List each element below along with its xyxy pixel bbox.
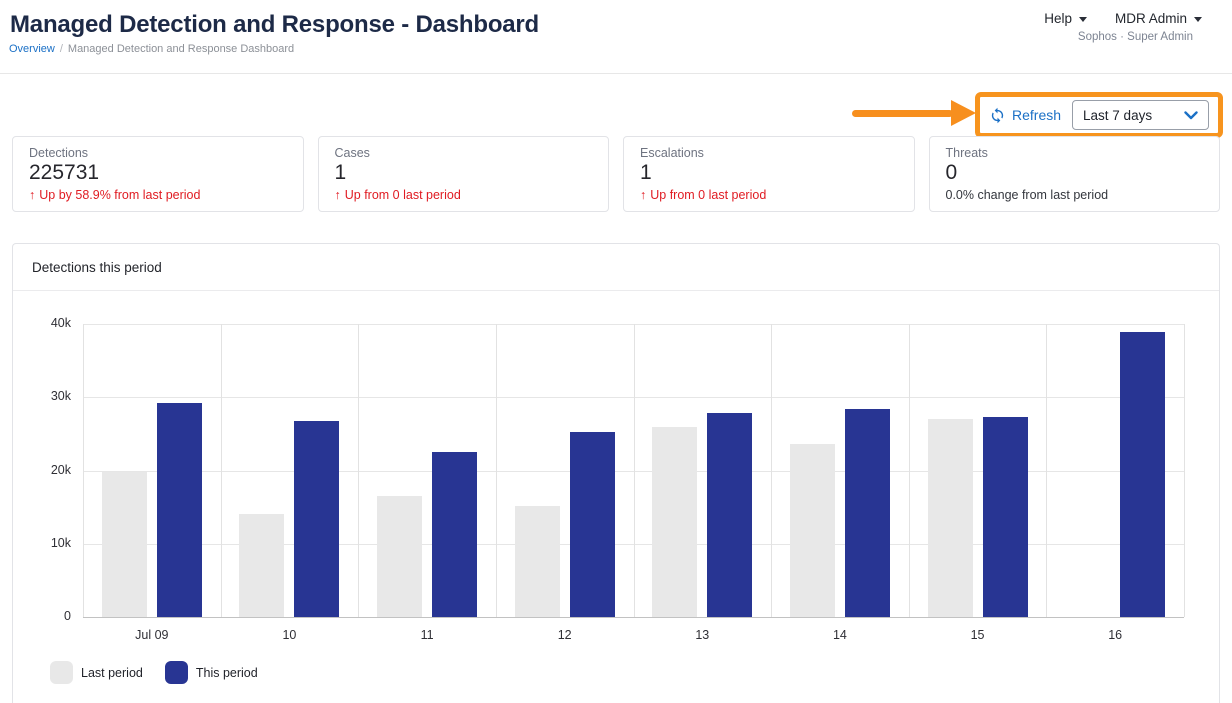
- up-arrow-icon: ↑: [334, 188, 341, 203]
- help-menu-label: Help: [1044, 11, 1072, 26]
- refresh-button-label: Refresh: [1012, 107, 1062, 123]
- stat-card-label: Escalations: [640, 146, 704, 160]
- page-title: Managed Detection and Response - Dashboa…: [10, 11, 540, 38]
- account-menu[interactable]: MDR Admin: [1115, 11, 1202, 26]
- x-axis-tick-label: 12: [557, 628, 572, 642]
- bar-last-period: [377, 496, 423, 617]
- bar-this-period: [1120, 332, 1166, 617]
- chart-card-header: Detections this period: [13, 244, 1219, 291]
- vertical-gridline: [495, 324, 497, 617]
- legend-label: This period: [195, 665, 258, 680]
- stat-card-label: Threats: [945, 146, 988, 160]
- horizontal-gridline: [83, 617, 1184, 618]
- bar-last-period: [927, 419, 973, 617]
- legend-item-last-period[interactable]: Last period: [50, 661, 143, 684]
- vertical-gridline: [83, 324, 84, 617]
- annotation-arrow-head: [951, 100, 976, 126]
- bar-this-period: [156, 403, 202, 617]
- stat-card-value: 225731: [29, 161, 100, 184]
- bar-last-period: [239, 514, 285, 617]
- vertical-gridline: [1046, 324, 1048, 617]
- header-right: Help MDR Admin Sophos · Super Admin: [1044, 11, 1202, 43]
- y-axis-tick-label: 20k: [50, 462, 71, 477]
- chevron-down-icon: [1184, 110, 1198, 119]
- stat-card-escalations: Escalations 1 ↑ Up from 0 last period: [623, 136, 915, 212]
- x-axis-tick-label: 11: [420, 628, 434, 642]
- legend-swatch: [50, 661, 73, 684]
- vertical-gridline: [1184, 324, 1185, 617]
- stat-card-label: Cases: [334, 146, 370, 160]
- bar-last-period: [514, 505, 560, 617]
- vertical-gridline: [220, 324, 222, 617]
- bar-this-period: [844, 408, 890, 617]
- chart-legend: Last period This period: [50, 661, 280, 684]
- legend-swatch: [164, 661, 188, 684]
- up-arrow-icon: ↑: [29, 188, 36, 203]
- y-axis-tick-label: 0: [64, 609, 71, 623]
- x-axis-tick-label: Jul 09: [135, 628, 169, 642]
- x-axis-tick-label: 16: [1108, 628, 1123, 642]
- breadcrumb-separator: /: [59, 43, 63, 55]
- refresh-icon: [991, 107, 1004, 123]
- annotation-arrow: [852, 100, 976, 127]
- chevron-down-icon: [1078, 17, 1087, 22]
- vertical-gridline: [908, 324, 910, 617]
- bar-this-period: [432, 452, 478, 617]
- date-range-value: Last 7 days: [1083, 107, 1153, 123]
- up-arrow-icon: ↑: [640, 188, 647, 203]
- chevron-down-icon: [1194, 17, 1202, 22]
- stat-card-cases: Cases 1 ↑ Up from 0 last period: [317, 136, 609, 212]
- detections-bar-chart: 40k 30k 20k 10k 0 Jul 09 10 11 12 13 14 15 16 Last pe…: [13, 291, 1219, 703]
- account-menu-label: MDR Admin: [1114, 11, 1187, 26]
- x-axis-tick-label: 10: [282, 628, 297, 642]
- header-divider: [0, 73, 1232, 74]
- chart-card-title: Detections this period: [32, 259, 162, 275]
- legend-label: Last period: [81, 665, 143, 680]
- breadcrumb: Overview / Managed Detection and Response …: [9, 43, 294, 55]
- stat-card-detections: Detections 225731 ↑ Up by 58.9% from last p…: [12, 136, 304, 212]
- y-axis-tick-label: 40k: [50, 316, 71, 330]
- stat-card-delta: 0.0% change from last period: [945, 188, 1109, 203]
- stat-card-delta: ↑ Up from 0 last period: [640, 188, 767, 203]
- vertical-gridline: [358, 324, 360, 617]
- bar-this-period: [569, 431, 615, 617]
- y-axis-tick-label: 30k: [50, 389, 71, 404]
- y-axis-tick-label: 10k: [50, 535, 71, 550]
- stat-card-value: 1: [334, 161, 347, 184]
- bar-last-period: [652, 427, 698, 617]
- stat-cards-row: Detections 225731 ↑ Up by 58.9% from last p…: [12, 136, 1220, 212]
- bar-this-period: [707, 413, 753, 617]
- x-axis-tick-label: 14: [832, 628, 847, 642]
- bar-last-period: [101, 471, 147, 617]
- stat-card-threats: Threats 0 0.0% change from last period: [928, 136, 1220, 212]
- stat-card-delta: ↑ Up by 58.9% from last period: [29, 188, 201, 203]
- vertical-gridline: [633, 324, 635, 617]
- breadcrumb-current: Managed Detection and Response Dashboard: [67, 43, 295, 55]
- bar-this-period: [294, 420, 340, 617]
- refresh-button[interactable]: Refresh: [989, 107, 1061, 124]
- stat-card-value: 0: [945, 161, 958, 184]
- date-range-select[interactable]: Last 7 days: [1072, 100, 1209, 130]
- annotation-arrow-tail: [852, 110, 953, 117]
- legend-item-this-period[interactable]: This period: [164, 661, 258, 684]
- bar-this-period: [982, 417, 1028, 617]
- vertical-gridline: [771, 324, 773, 617]
- stat-card-value: 1: [640, 161, 652, 184]
- breadcrumb-overview-link[interactable]: Overview: [9, 43, 55, 55]
- bar-last-period: [789, 444, 835, 617]
- detections-chart-card: Detections this period 40k 30k 20k 10k 0 Jul …: [12, 243, 1220, 703]
- x-axis-tick-label: 13: [695, 628, 710, 642]
- annotation-highlight-box: Refresh Last 7 days: [975, 92, 1223, 138]
- stat-card-label: Detections: [29, 146, 89, 160]
- stat-card-delta: ↑ Up from 0 last period: [334, 188, 461, 203]
- account-subtitle: Sophos · Super Admin: [1077, 31, 1193, 43]
- help-menu[interactable]: Help: [1044, 11, 1087, 26]
- x-axis-tick-label: 15: [970, 628, 985, 642]
